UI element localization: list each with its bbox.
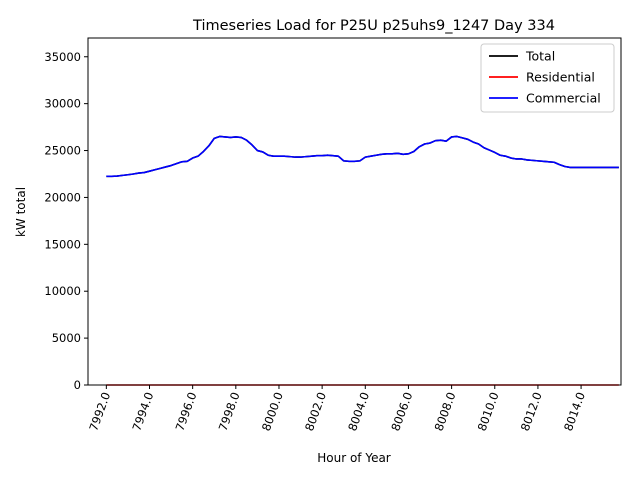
x-tick-label: 7998.0 xyxy=(216,390,243,433)
x-axis-label: Hour of Year xyxy=(317,451,391,465)
y-axis: 0 5000 10000 15000 20000 25000 30000 35000 xyxy=(44,50,88,392)
chart-title: Timeseries Load for P25U p25uhs9_1247 Da… xyxy=(192,18,555,34)
legend: Total Residential Commercial xyxy=(480,43,615,113)
x-tick-label: 8004.0 xyxy=(345,390,372,433)
x-tick-label: 7996.0 xyxy=(173,390,200,433)
x-tick-label: 8000.0 xyxy=(259,390,286,433)
legend-label-residential: Residential xyxy=(526,70,595,85)
y-tick-label: 5000 xyxy=(52,331,81,345)
y-tick-label: 15000 xyxy=(44,237,81,251)
y-tick-label: 10000 xyxy=(44,284,81,298)
x-tick-label: 8012.0 xyxy=(518,390,545,433)
y-tick-label: 0 xyxy=(74,378,81,392)
y-tick-label: 20000 xyxy=(44,190,81,204)
x-tick-label: 8006.0 xyxy=(388,390,415,433)
x-tick-label: 8008.0 xyxy=(432,390,459,433)
x-axis: 7992.0 7994.0 7996.0 7998.0 8000.0 8002.0 8004… xyxy=(86,385,588,433)
x-tick-label: 8014.0 xyxy=(561,390,588,433)
plot-area xyxy=(106,135,619,386)
x-tick-label: 8010.0 xyxy=(475,390,502,433)
legend-box xyxy=(480,43,615,113)
y-axis-label: kW total xyxy=(14,187,28,237)
x-tick-label: 7992.0 xyxy=(86,390,113,433)
y-tick-label: 30000 xyxy=(44,97,81,111)
x-tick-label: 8002.0 xyxy=(302,390,329,433)
y-tick-label: 35000 xyxy=(44,50,81,64)
legend-label-commercial: Commercial xyxy=(526,91,601,106)
series-line-commercial xyxy=(106,135,619,178)
legend-label-total: Total xyxy=(525,49,555,64)
plot-frame xyxy=(87,37,622,386)
x-tick-label: 7994.0 xyxy=(129,390,156,433)
y-tick-label: 25000 xyxy=(44,144,81,158)
series-line-total xyxy=(106,135,619,178)
